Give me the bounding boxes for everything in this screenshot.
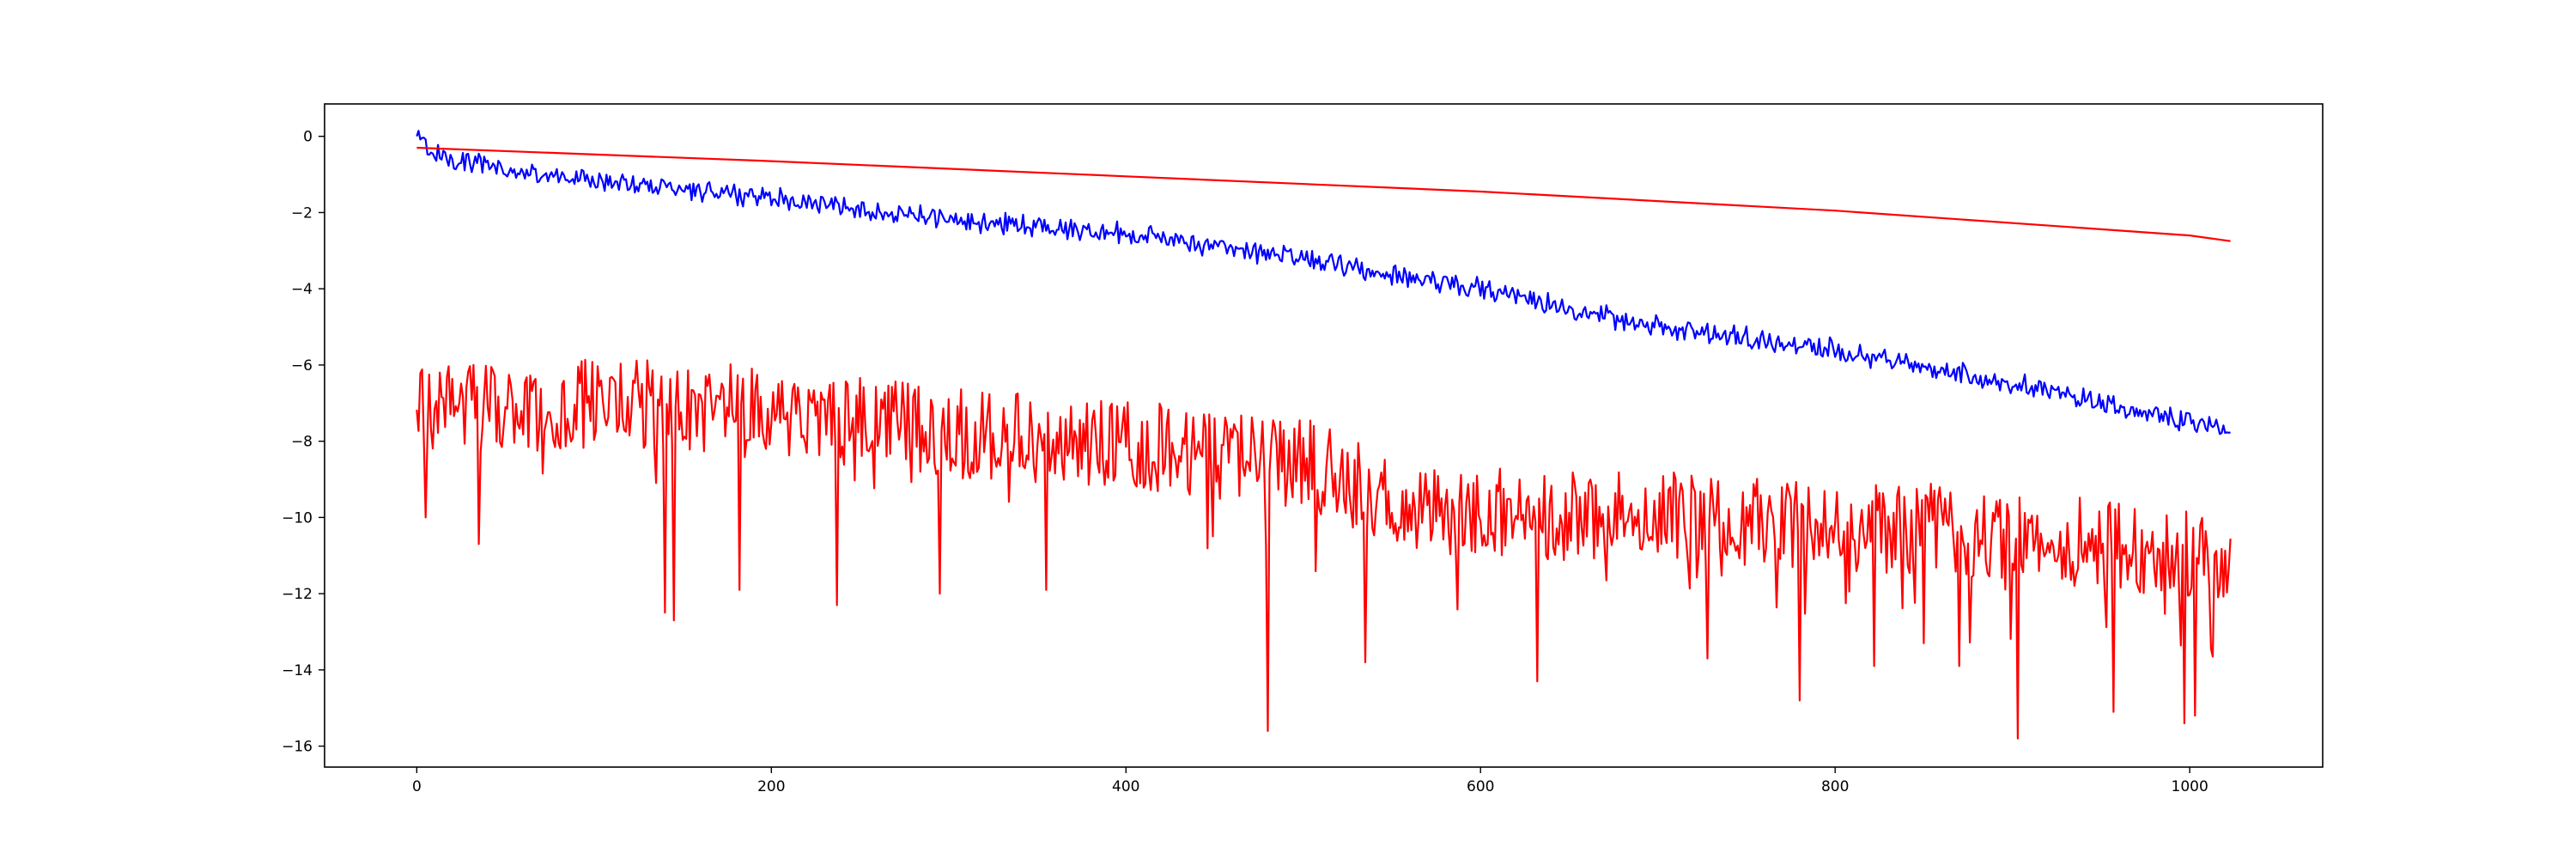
y-tick-label: −2 <box>291 204 313 222</box>
y-axis: 0 −2 −4 −6 −8 −10 −12 −14 −16 <box>282 129 325 756</box>
series-layer <box>416 130 2232 740</box>
x-tick-label: 0 <box>412 778 422 795</box>
y-tick-label: −8 <box>291 434 313 451</box>
y-tick-label: −12 <box>282 586 313 603</box>
x-tick-label: 400 <box>1112 778 1139 795</box>
y-tick-label: −10 <box>282 509 313 527</box>
x-tick-label: 1000 <box>2172 778 2208 795</box>
y-tick-label: −6 <box>291 357 313 375</box>
y-tick-label: 0 <box>303 129 313 146</box>
x-tick-label: 600 <box>1467 778 1494 795</box>
x-tick-label: 200 <box>757 778 785 795</box>
series-line-3 <box>416 358 2232 740</box>
axes-frame <box>324 103 2324 768</box>
y-tick-label: −14 <box>282 662 313 679</box>
x-tick-label: 800 <box>1821 778 1849 795</box>
series-line-2 <box>416 146 2231 242</box>
series-line-1 <box>416 130 2231 436</box>
y-tick-label: −4 <box>291 281 313 298</box>
y-tick-label: −16 <box>282 739 313 756</box>
x-axis: 0 200 400 600 800 1000 <box>412 767 2208 795</box>
